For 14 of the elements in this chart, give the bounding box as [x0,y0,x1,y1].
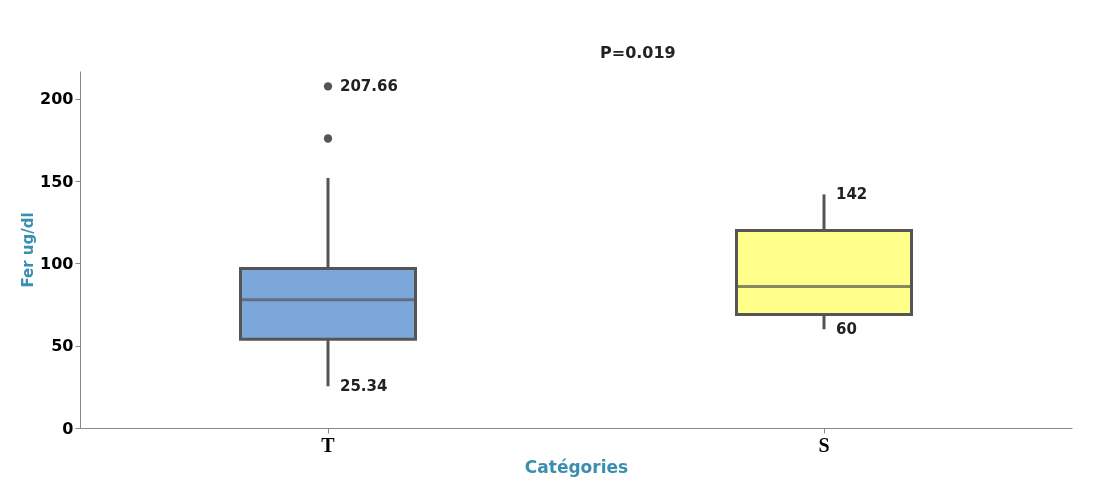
annotation: 207.66 [340,77,398,96]
annotation: 60 [836,320,857,339]
y-tick-label: 0 [62,418,74,438]
y-tick-label: 200 [40,89,74,109]
x-tick-label: S [818,433,830,456]
x-tick-label: T [321,433,336,456]
y-tick-label: 150 [40,171,74,191]
y-tick-label: 50 [51,336,74,356]
x-axis-title: Catégories [524,456,629,477]
text: P=0.019 [600,43,676,62]
y-axis-title: Fer ug/dl [19,212,38,288]
annotation: 25.34 [340,377,388,396]
y-tick-label: 100 [40,253,74,273]
annotation: 142 [836,185,868,204]
